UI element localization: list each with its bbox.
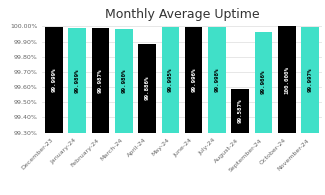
- Text: 99.966%: 99.966%: [261, 70, 266, 94]
- Bar: [208, 27, 226, 133]
- Bar: [115, 29, 133, 133]
- Bar: [231, 89, 249, 133]
- Bar: [45, 27, 63, 133]
- Bar: [69, 28, 86, 133]
- Bar: [92, 28, 109, 133]
- Bar: [255, 32, 272, 133]
- Text: 99.587%: 99.587%: [238, 99, 243, 123]
- Bar: [301, 27, 319, 133]
- Text: 99.997%: 99.997%: [307, 67, 313, 92]
- Text: 99.998%: 99.998%: [214, 67, 219, 92]
- Text: 99.999%: 99.999%: [51, 67, 57, 92]
- Text: 99.996%: 99.996%: [191, 68, 196, 92]
- Text: 100.000%: 100.000%: [284, 66, 289, 94]
- Text: 99.989%: 99.989%: [75, 68, 80, 93]
- Bar: [185, 27, 202, 133]
- Bar: [162, 27, 179, 133]
- Text: 99.995%: 99.995%: [168, 68, 173, 92]
- Title: Monthly Average Uptime: Monthly Average Uptime: [105, 8, 259, 21]
- Bar: [138, 44, 156, 133]
- Bar: [278, 27, 295, 133]
- Text: 99.987%: 99.987%: [98, 68, 103, 93]
- Text: 99.980%: 99.980%: [121, 69, 126, 93]
- Text: 99.886%: 99.886%: [145, 76, 150, 100]
